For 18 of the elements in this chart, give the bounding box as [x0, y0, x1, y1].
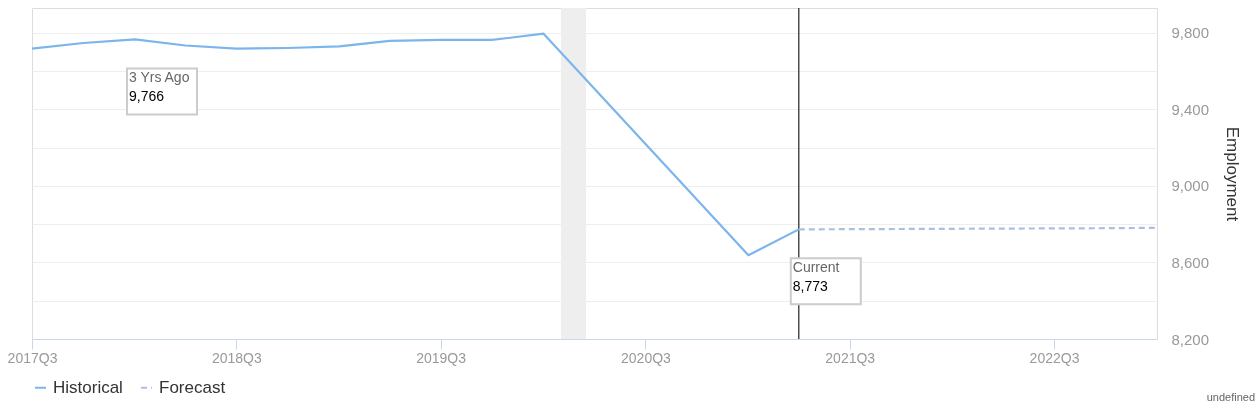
line-series [30, 32, 800, 257]
legend-label: Historical [53, 377, 123, 397]
x-tick-label: 2022Q3 [1029, 349, 1080, 366]
y-tick-label: 8,200 [1171, 330, 1210, 348]
x-tick-label: 2021Q3 [825, 349, 876, 366]
y-axis-title: Employment [1223, 126, 1243, 222]
x-tick-label: 2019Q3 [416, 349, 467, 366]
annotation: 3 Yrs Ago 9,766 [128, 69, 190, 105]
y-tick-label: 9,000 [1171, 177, 1210, 195]
y-tick-label: 9,400 [1171, 100, 1210, 118]
text: undefined [1206, 391, 1255, 403]
x-tick-label: 2017Q3 [7, 349, 58, 366]
annotation: Current 8,773 [792, 259, 840, 295]
y-tick-label: 9,800 [1171, 24, 1210, 42]
x-tick-label: 2018Q3 [211, 349, 262, 366]
x-tick-label: 2020Q3 [621, 349, 672, 366]
legend-label: Forecast [159, 377, 226, 397]
y-tick-label: 8,600 [1171, 253, 1210, 271]
